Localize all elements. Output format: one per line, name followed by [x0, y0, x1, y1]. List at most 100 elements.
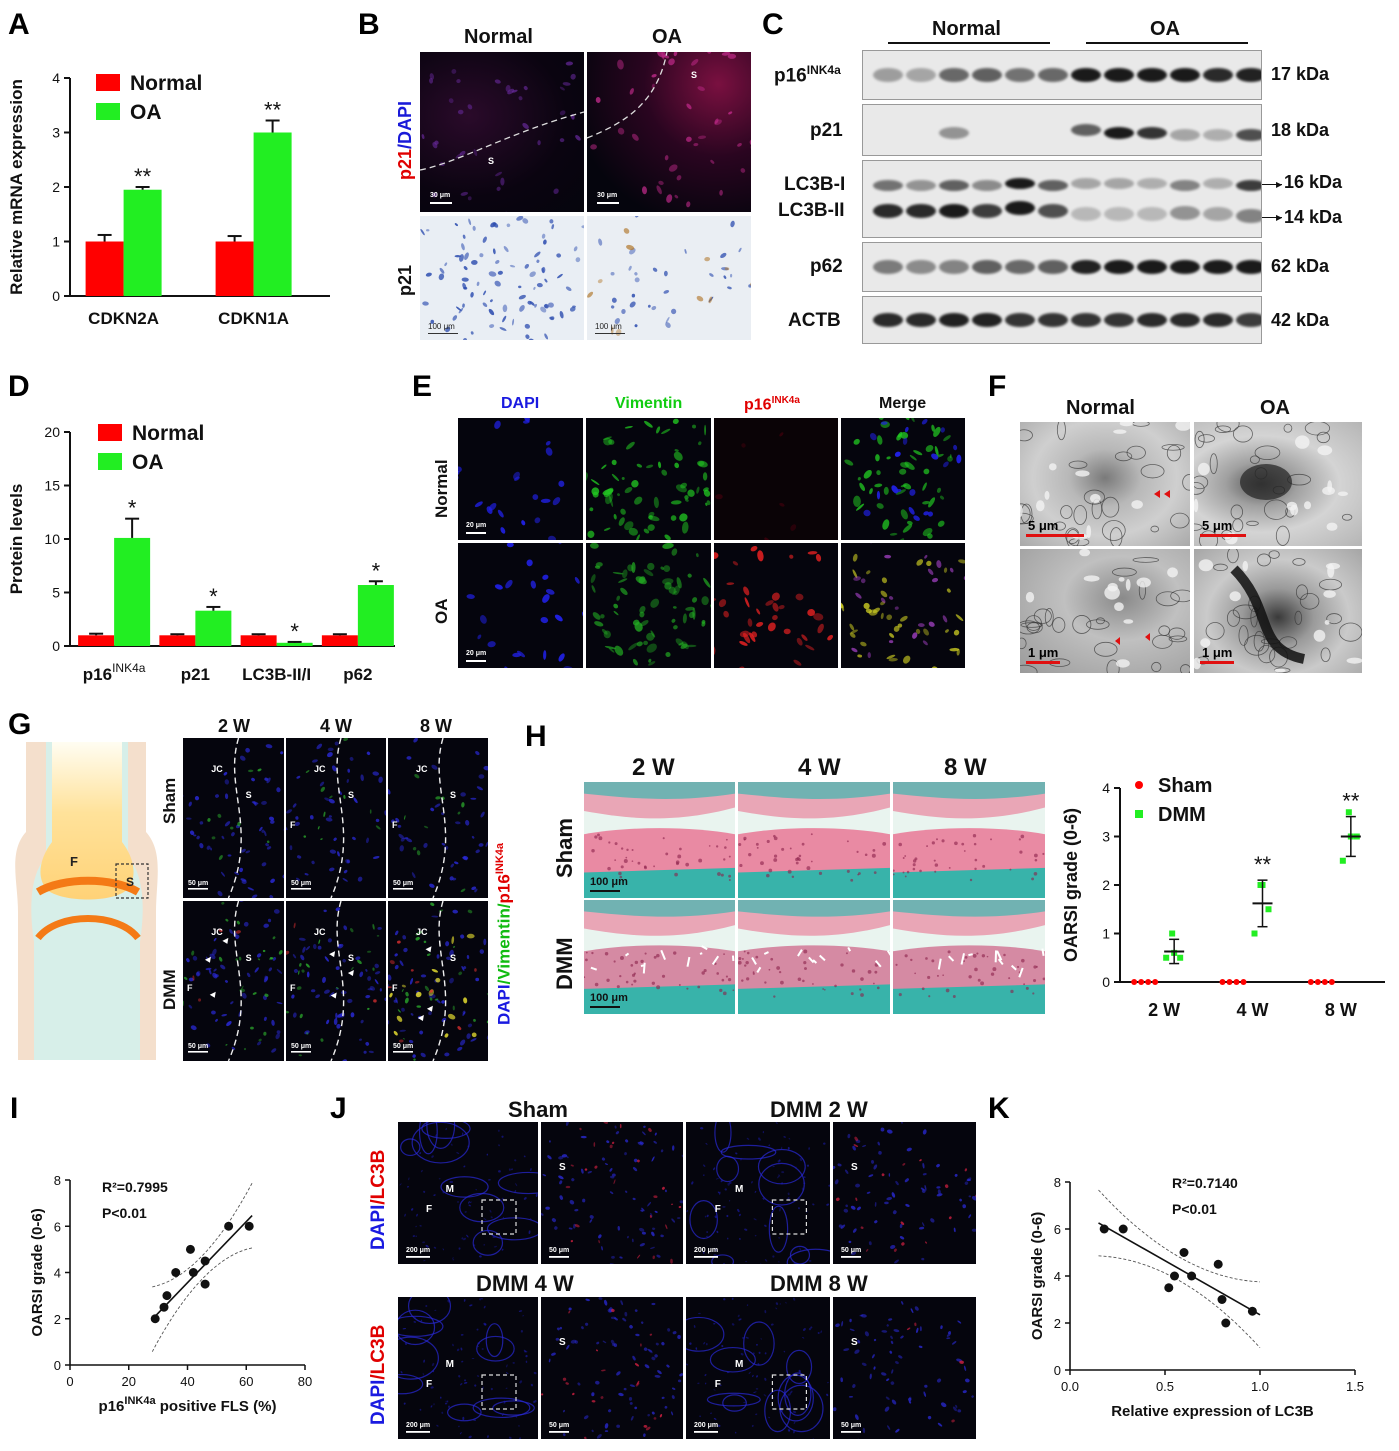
- bar-normal-0: [85, 241, 124, 296]
- j-side-bottom-lc3b: /LC3B: [368, 1324, 389, 1380]
- sham-point: [1321, 979, 1328, 985]
- y-axis-label: OARSI grade (0-6): [29, 1208, 46, 1336]
- b-scale-bottom-normal: 100 μm: [428, 322, 455, 331]
- blot-band: [1038, 68, 1068, 82]
- x-tick-label: 60: [239, 1374, 253, 1389]
- fit-line: [151, 1214, 253, 1320]
- chart-h: 0 1 2 3 4 OARSI grade (0-6) 2 W 4 W ** 8 W ** Sham D…: [1061, 775, 1385, 1020]
- blot-band: [1137, 178, 1167, 190]
- j-scale-big: 200 μm: [694, 1422, 718, 1429]
- h-col-4w: 4 W: [798, 754, 841, 781]
- y-tick-label: 0: [1102, 974, 1110, 990]
- dmm-point: [1257, 882, 1264, 888]
- blot-band: [1236, 313, 1261, 327]
- x-tick-label: 0.5: [1156, 1379, 1174, 1394]
- y-tick-label: 0: [54, 1358, 61, 1373]
- g-col-8w: 8 W: [420, 716, 453, 736]
- x-axis-label: Relative expression of LC3B: [1111, 1403, 1314, 1420]
- g-tag-jc: JC: [416, 764, 428, 774]
- sham-point: [1307, 979, 1314, 985]
- j-tag-m: M: [735, 1184, 743, 1195]
- g-tag-jc: JC: [211, 927, 223, 937]
- h-sham-4w: [738, 782, 890, 898]
- dmm-point: [1163, 954, 1170, 961]
- bar-oa-0: [114, 537, 151, 646]
- h-dmm-8w: [893, 900, 1045, 1014]
- blot-band: [939, 313, 969, 327]
- x-category-label: 2 W: [1148, 1000, 1180, 1020]
- g-dmm-2w: JC S F 50 μm: [183, 901, 284, 1061]
- blot-band: [939, 204, 969, 219]
- blot-band: [1104, 313, 1134, 327]
- significance-mark: *: [372, 558, 381, 583]
- g-tag-jc: JC: [314, 927, 326, 937]
- legend-label-dmm: DMM: [1158, 804, 1206, 826]
- e-normal-merge: [841, 418, 965, 540]
- g-tag-f: F: [290, 983, 296, 993]
- e-normal-dapi: 20 μm: [458, 418, 583, 540]
- c-kda-16: 16 kDa: [1284, 172, 1343, 192]
- c-arrow-14: [1262, 217, 1282, 218]
- g-col-4w: 4 W: [320, 716, 353, 736]
- panel-letter-a: A: [8, 8, 30, 41]
- blot-band: [1005, 260, 1035, 274]
- j-scale-small: 50 μm: [841, 1422, 861, 1429]
- panel-letter-g: G: [8, 708, 32, 741]
- g-tag-f: F: [290, 820, 296, 830]
- c-kda-42: 42 kDa: [1271, 310, 1330, 330]
- c-group-line-normal: [888, 42, 1050, 44]
- g-joint-f: F: [70, 854, 78, 869]
- b-scale-top-normal: 30 μm: [430, 192, 451, 199]
- data-point: [185, 1244, 195, 1254]
- e-oa-dapi: 20 μm: [458, 543, 583, 668]
- x-category-label: CDKN1A: [218, 309, 289, 328]
- b-scale-top-oa: 30 μm: [597, 192, 618, 199]
- blot-band: [1236, 179, 1261, 191]
- data-point: [159, 1302, 169, 1312]
- g-tag-s: S: [450, 953, 456, 963]
- g-tag-f: F: [392, 820, 398, 830]
- data-point: [1247, 1306, 1257, 1316]
- b-col-oa: OA: [652, 26, 682, 48]
- dmm-point: [1251, 930, 1258, 937]
- bar-normal-1: [159, 635, 196, 646]
- g-arrow: [222, 937, 229, 944]
- x-tick-label: 0: [66, 1374, 73, 1389]
- y-tick-label: 4: [1054, 1269, 1061, 1284]
- g-tag-s: S: [348, 790, 354, 800]
- x-tick-label: 20: [122, 1374, 136, 1389]
- y-tick-label: 20: [44, 424, 60, 440]
- blot-band: [1170, 313, 1200, 327]
- j-dmm4-zoom: S 50 μm: [541, 1297, 683, 1439]
- x-category-label: 8 W: [1325, 1000, 1357, 1020]
- c-kda-14: 14 kDa: [1284, 207, 1343, 227]
- c-blot-p16: [862, 50, 1262, 100]
- sham-point: [1145, 979, 1152, 985]
- j-tag-f: F: [715, 1379, 721, 1390]
- legend-swatch-oa: [98, 453, 122, 470]
- p-value-label: P<0.01: [102, 1205, 147, 1221]
- x-tick-label: 40: [180, 1374, 194, 1389]
- significance-mark: *: [209, 584, 218, 609]
- j-dmm8-overview: M F 200 μm: [686, 1297, 830, 1439]
- panel-letter-c: C: [762, 8, 784, 41]
- blot-band: [1005, 201, 1035, 216]
- h-scale-sham: 100 μm: [590, 876, 628, 888]
- blot-band: [1005, 178, 1035, 190]
- blot-band: [1137, 126, 1167, 139]
- e-col-dapi: DAPI: [501, 395, 540, 412]
- blot-band: [1170, 68, 1200, 82]
- y-tick-label: 4: [1102, 780, 1110, 796]
- blot-band: [972, 204, 1002, 219]
- b-col-normal: Normal: [464, 26, 533, 48]
- x-category-label: p16INK4a: [83, 661, 146, 684]
- g-arrow: [209, 991, 216, 998]
- sham-point: [1219, 979, 1226, 985]
- blot-band: [906, 260, 936, 274]
- b-region-s: S: [488, 156, 495, 166]
- y-axis-label: Protein levels: [7, 484, 26, 595]
- x-category-label: CDKN2A: [88, 309, 159, 328]
- blot-band: [1203, 313, 1233, 327]
- panel-letter-b: B: [358, 8, 380, 41]
